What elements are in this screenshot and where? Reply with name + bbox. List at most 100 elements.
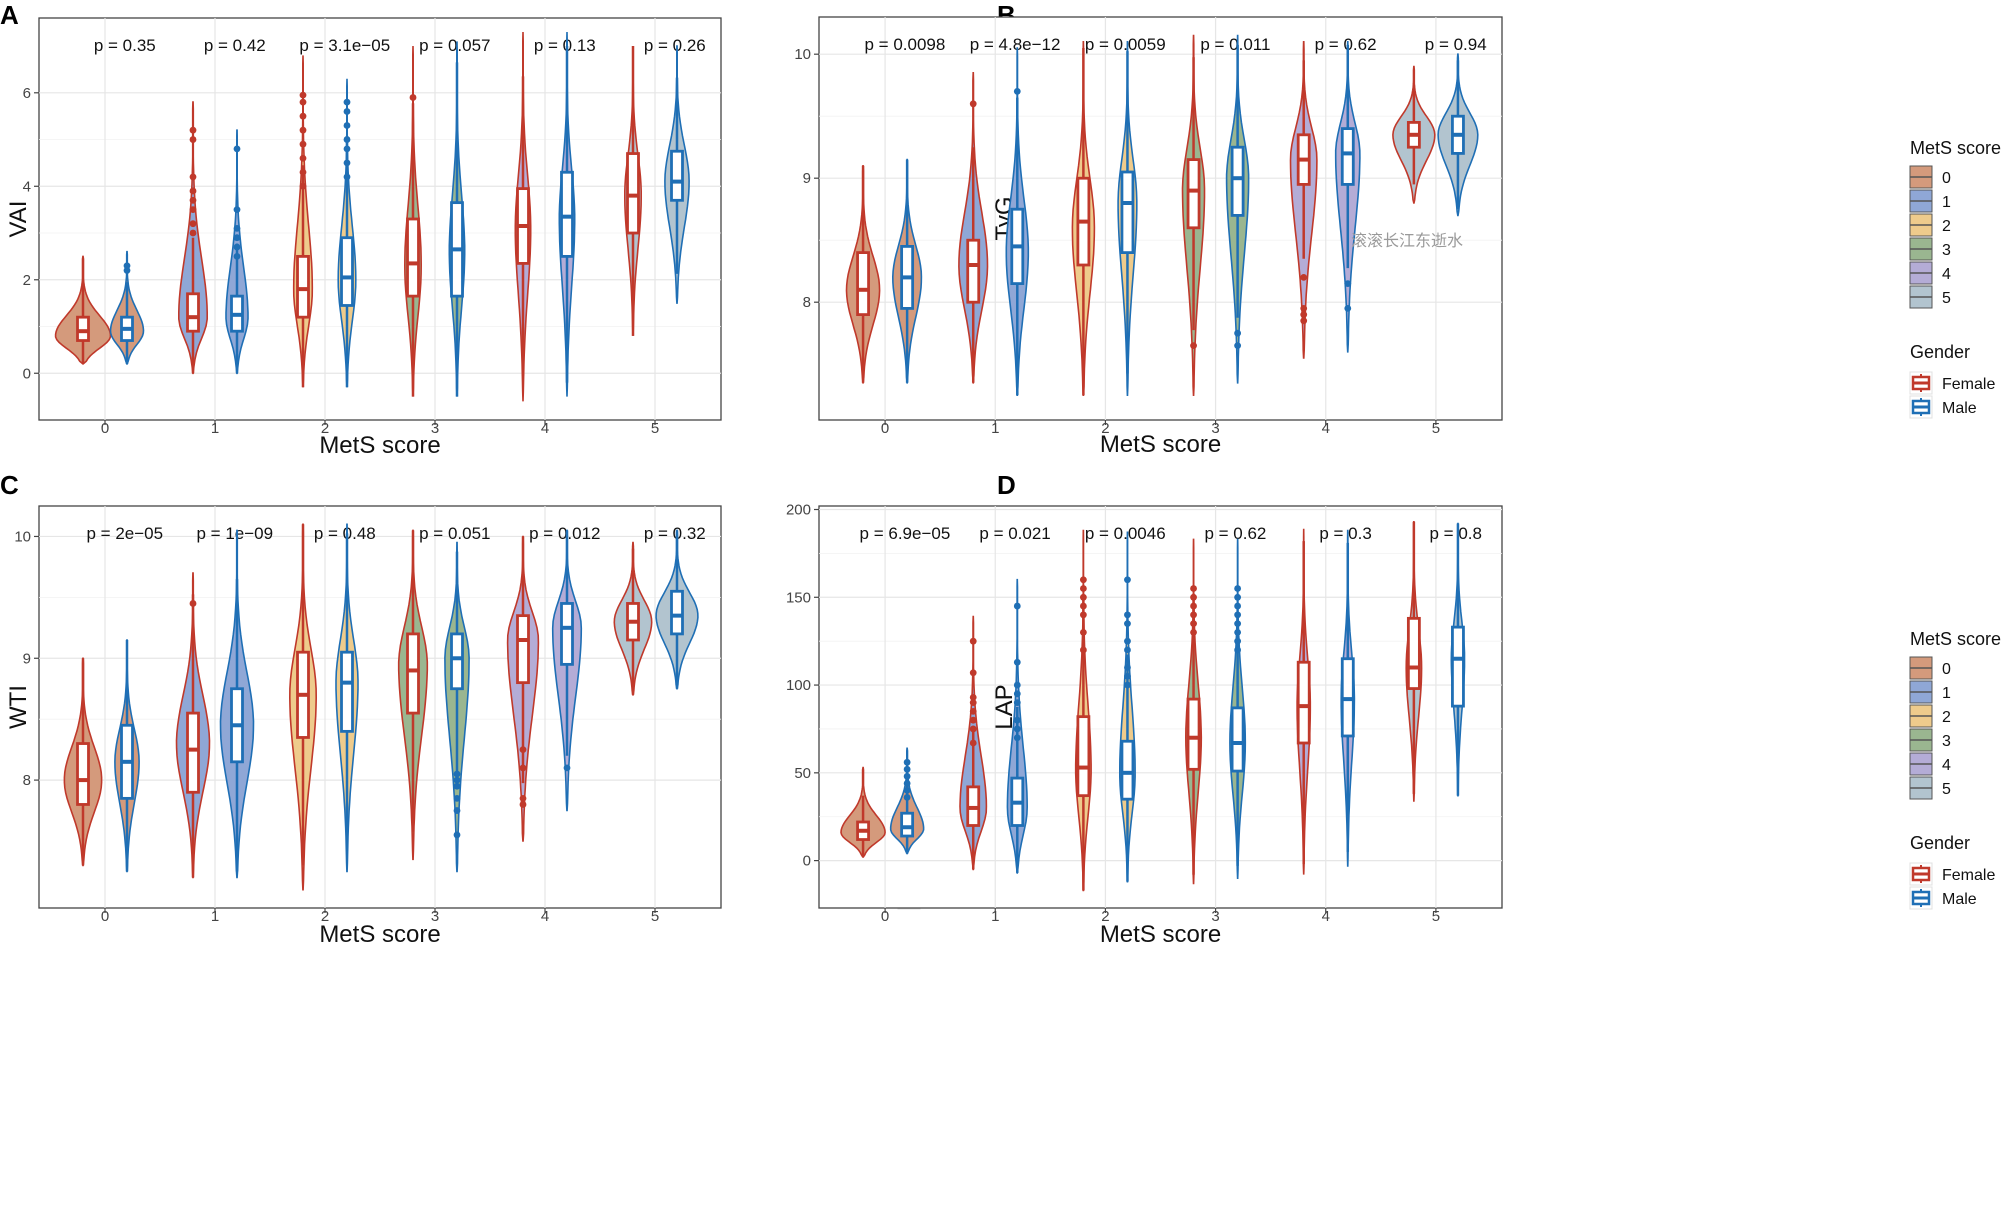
y-tick-label: 8 xyxy=(803,294,811,311)
outlier-point xyxy=(1344,305,1352,312)
outlier-point xyxy=(1079,628,1087,636)
p-value-label: p = 0.62 xyxy=(1204,524,1266,543)
p-value-label: p = 4.8e−12 xyxy=(970,35,1061,54)
outlier-point xyxy=(453,831,461,839)
box-male xyxy=(1230,145,1245,217)
legend-title-gender: Gender xyxy=(1910,342,1970,362)
legend-label: 4 xyxy=(1942,266,1951,283)
x-tick-label: 1 xyxy=(211,420,219,437)
p-value-label: p = 0.057 xyxy=(419,36,490,55)
outlier-point xyxy=(233,252,241,260)
box-male xyxy=(1120,739,1135,801)
outlier-point xyxy=(903,772,911,780)
legend-label: 3 xyxy=(1942,242,1951,259)
outlier-point xyxy=(1079,646,1087,654)
legend-key-mets: 0 xyxy=(1909,656,1951,680)
outlier-point xyxy=(1234,611,1242,619)
outlier-point xyxy=(1300,311,1308,318)
outlier-point xyxy=(519,746,527,754)
box-male xyxy=(340,650,354,733)
y-tick-label: 4 xyxy=(23,178,31,195)
legend-label: 0 xyxy=(1942,661,1951,678)
outlier-point xyxy=(969,707,977,715)
outlier-point xyxy=(123,267,131,274)
plot-area xyxy=(818,505,1503,909)
x-tick-label: 2 xyxy=(1101,420,1109,437)
p-value-label: p = 0.32 xyxy=(644,524,706,543)
outlier-point xyxy=(969,716,977,724)
outlier-point xyxy=(1013,602,1021,610)
legend-label: 2 xyxy=(1942,218,1951,235)
outlier-point xyxy=(1124,620,1131,628)
p-value-label: p = 0.48 xyxy=(314,524,376,543)
x-tick-label: 1 xyxy=(991,420,999,437)
plot-area xyxy=(38,17,722,421)
outlier-point xyxy=(563,764,571,772)
outlier-point xyxy=(969,637,977,645)
outlier-point xyxy=(299,98,307,106)
outlier-point xyxy=(1234,646,1242,654)
p-value-label: p = 0.011 xyxy=(1200,35,1270,54)
outlier-point xyxy=(343,108,351,115)
box-male xyxy=(670,589,684,636)
p-value-label: p = 0.94 xyxy=(1425,35,1487,54)
outlier-point xyxy=(343,136,351,143)
outlier-point xyxy=(1190,611,1197,619)
outlier-point xyxy=(343,159,351,167)
legend-key-mets: 2 xyxy=(1909,704,1951,728)
outlier-point xyxy=(189,220,197,228)
outlier-point xyxy=(1344,280,1352,287)
outlier-point xyxy=(969,693,977,701)
outlier-point xyxy=(343,145,351,153)
x-tick-label: 5 xyxy=(651,420,659,437)
box-female xyxy=(1186,697,1201,771)
legend-label: 5 xyxy=(1942,290,1951,307)
x-axis-title: MetS score xyxy=(1100,431,1221,458)
outlier-point xyxy=(1079,611,1087,619)
x-axis-title: MetS score xyxy=(319,432,440,459)
outlier-point xyxy=(1013,716,1021,724)
x-axis-title: MetS score xyxy=(319,921,440,948)
box-male xyxy=(1120,170,1135,254)
y-tick-label: 50 xyxy=(794,765,811,782)
legend-key-mets: 3 xyxy=(1909,728,1951,752)
outlier-point xyxy=(1013,734,1021,742)
x-tick-label: 0 xyxy=(881,420,889,437)
legend-key-gender: Male xyxy=(1909,886,1977,910)
box-female xyxy=(340,236,354,307)
outlier-point xyxy=(903,758,911,766)
box-female xyxy=(76,742,90,806)
box-female xyxy=(516,614,530,685)
outlier-point xyxy=(123,262,131,270)
outlier-point xyxy=(1124,637,1131,645)
outlier-point xyxy=(1079,593,1087,601)
p-value-label: p = 0.012 xyxy=(529,524,600,543)
outlier-point xyxy=(453,776,461,784)
outlier-point xyxy=(969,699,977,707)
panel-letter: A xyxy=(0,0,19,30)
gridlines xyxy=(819,17,1502,420)
outlier-point xyxy=(1013,725,1021,733)
p-value-label: p = 3.1e−05 xyxy=(299,36,390,55)
legend-label: 1 xyxy=(1942,194,1951,211)
box-female xyxy=(1296,660,1311,745)
outlier-point xyxy=(903,794,911,801)
x-tick-label: 5 xyxy=(1432,908,1440,925)
outlier-point xyxy=(189,136,197,143)
box-male xyxy=(1340,127,1355,186)
outlier-point xyxy=(189,126,197,134)
y-tick-label: 0 xyxy=(23,365,31,382)
legend-label: 1 xyxy=(1942,685,1951,702)
outlier-point xyxy=(969,100,977,108)
box-female xyxy=(856,251,870,317)
outlier-point xyxy=(1234,637,1242,645)
outlier-point xyxy=(233,145,241,153)
outlier-point xyxy=(903,779,911,787)
x-tick-label: 2 xyxy=(321,908,329,925)
legend-key-mets: 5 xyxy=(1909,776,1951,800)
p-value-label: p = 1e−09 xyxy=(197,524,274,543)
outlier-point xyxy=(519,794,527,802)
p-value-label: p = 2e−05 xyxy=(87,524,164,543)
